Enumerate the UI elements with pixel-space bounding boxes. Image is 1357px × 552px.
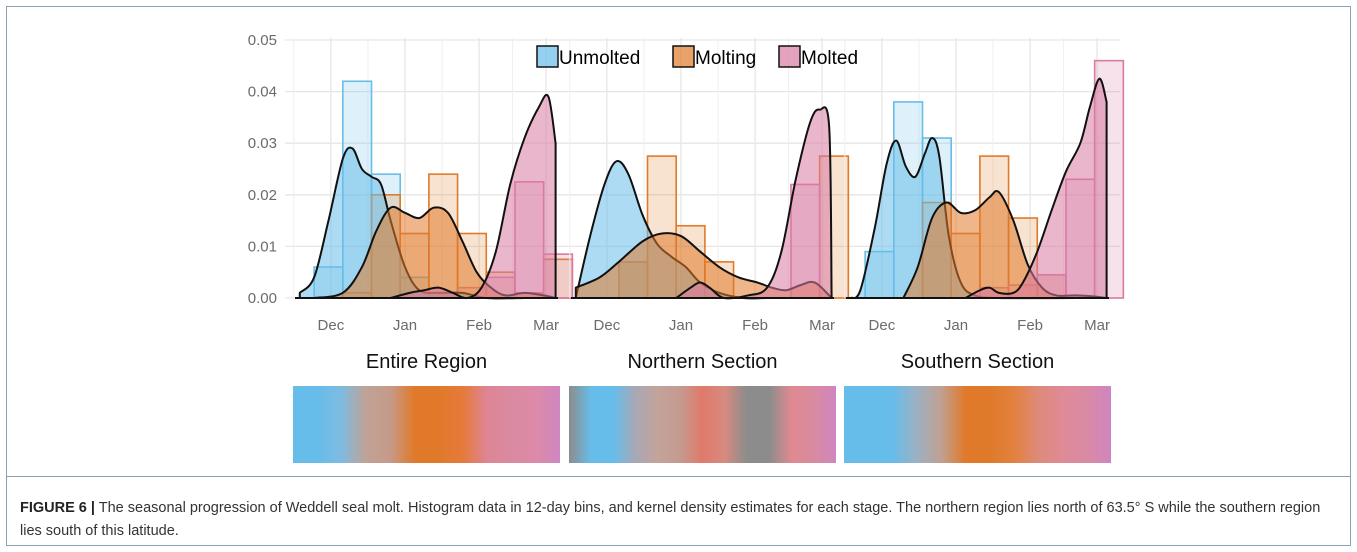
x-tick-label: Jan bbox=[944, 317, 968, 334]
panel-title: Entire Region bbox=[366, 351, 487, 373]
stage-color-strip bbox=[293, 386, 560, 463]
y-axis-labels: 0.00 0.01 0.02 0.03 0.04 0.05 bbox=[248, 32, 277, 307]
kde-curve-molted bbox=[964, 77, 1108, 299]
legend-swatch-molted bbox=[778, 45, 801, 68]
y-tick-label: 0.03 bbox=[248, 135, 277, 152]
x-tick-label: Mar bbox=[533, 317, 559, 334]
stage-color-strip bbox=[844, 386, 1111, 463]
caption-divider bbox=[6, 476, 1351, 477]
x-tick-label: Dec bbox=[318, 317, 345, 334]
x-tick-label: Jan bbox=[669, 317, 693, 334]
chart-canvas: 0.00 0.01 0.02 0.03 0.04 0.05 Dec Jan Feb Mar Ent… bbox=[248, 32, 1125, 463]
x-tick-label: Jan bbox=[393, 317, 417, 334]
x-tick-label: Dec bbox=[594, 317, 621, 334]
caption-label: FIGURE 6 | bbox=[20, 500, 95, 516]
stage-color-strip bbox=[569, 386, 836, 463]
x-tick-label: Dec bbox=[869, 317, 896, 334]
facet-panels: Dec Jan Feb Mar Entire Region Dec Jan Feb Mar Nor… bbox=[285, 38, 1125, 463]
kde-curve-molted bbox=[675, 106, 833, 300]
y-tick-label: 0.00 bbox=[248, 290, 277, 307]
x-tick-label: Mar bbox=[1084, 317, 1110, 334]
legend-label-molting: Molting bbox=[695, 48, 756, 69]
figure-caption: FIGURE 6 | The seasonal progression of W… bbox=[20, 497, 1340, 543]
panel-title: Southern Section bbox=[901, 351, 1054, 373]
facet-panel: Dec Jan Feb Mar Northern Section bbox=[569, 38, 850, 463]
x-tick-label: Feb bbox=[466, 317, 492, 334]
panel-title: Northern Section bbox=[627, 351, 777, 373]
legend-swatch-molting bbox=[672, 45, 695, 68]
y-tick-label: 0.04 bbox=[248, 84, 277, 101]
x-tick-label: Mar bbox=[809, 317, 835, 334]
kde-curve-molted bbox=[389, 93, 557, 300]
legend-swatch-unmolted bbox=[536, 45, 559, 68]
y-tick-label: 0.01 bbox=[248, 238, 277, 255]
caption-text: The seasonal progression of Weddell seal… bbox=[20, 500, 1321, 539]
y-tick-label: 0.02 bbox=[248, 187, 277, 204]
facet-panel: Dec Jan Feb Mar Entire Region bbox=[293, 38, 574, 463]
y-tick-label: 0.05 bbox=[248, 32, 277, 49]
legend-label-molted: Molted bbox=[801, 48, 858, 69]
legend-label-unmolted: Unmolted bbox=[559, 48, 640, 69]
x-tick-label: Feb bbox=[1017, 317, 1043, 334]
x-tick-label: Feb bbox=[742, 317, 768, 334]
legend: Unmolted Molting Molted bbox=[536, 45, 858, 69]
facet-panel: Dec Jan Feb Mar Southern Section bbox=[844, 38, 1125, 463]
